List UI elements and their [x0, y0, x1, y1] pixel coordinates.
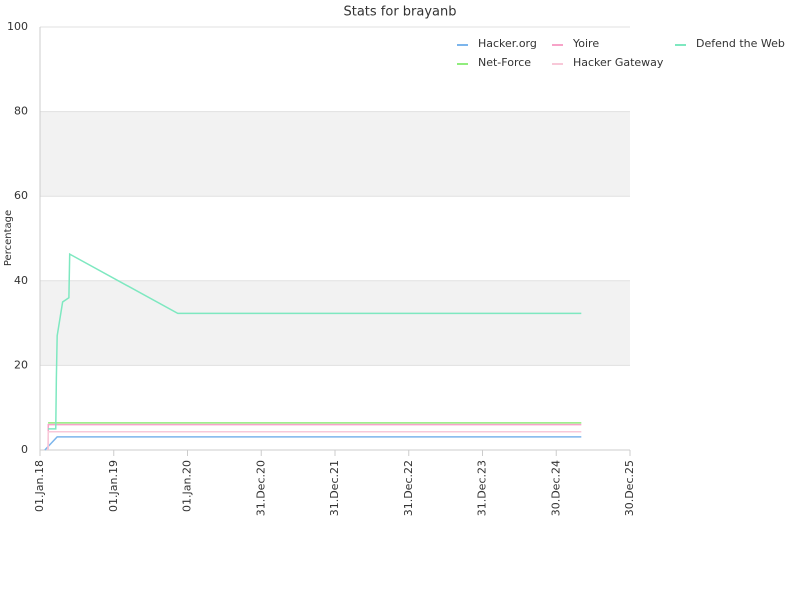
- x-tick-label: 30.Dec.25: [623, 460, 636, 516]
- x-tick-label: 01.Jan.18: [33, 460, 46, 512]
- legend-label: Defend the Web: [696, 37, 785, 50]
- plot-band: [40, 280, 630, 366]
- series-line: [48, 252, 582, 430]
- y-tick-label: 100: [7, 20, 28, 33]
- legend-label: Net-Force: [478, 56, 531, 69]
- legend-label: Hacker.org: [478, 37, 537, 50]
- x-tick-label: 31.Dec.23: [476, 460, 489, 516]
- x-tick-label: 31.Dec.20: [254, 460, 267, 516]
- y-tick-label: 40: [14, 274, 28, 287]
- plot-band: [40, 111, 630, 197]
- y-tick-label: 60: [14, 189, 28, 202]
- y-tick-label: 20: [14, 358, 28, 371]
- x-tick-label: 01.Jan.19: [107, 460, 120, 512]
- legend-label: Hacker Gateway: [573, 56, 664, 69]
- x-tick-label: 01.Jan.20: [181, 460, 194, 512]
- chart-title: Stats for brayanb: [343, 5, 456, 20]
- x-tick-label: 31.Dec.22: [402, 460, 415, 516]
- legend-label: Yoire: [572, 37, 599, 50]
- x-tick-label: 31.Dec.21: [328, 460, 341, 516]
- series-line: [47, 431, 582, 451]
- series-line: [44, 436, 582, 451]
- y-axis-label: Percentage: [3, 210, 14, 266]
- y-tick-label: 80: [14, 105, 28, 118]
- x-tick-label: 30.Dec.24: [549, 460, 562, 516]
- y-tick-label: 0: [21, 443, 28, 456]
